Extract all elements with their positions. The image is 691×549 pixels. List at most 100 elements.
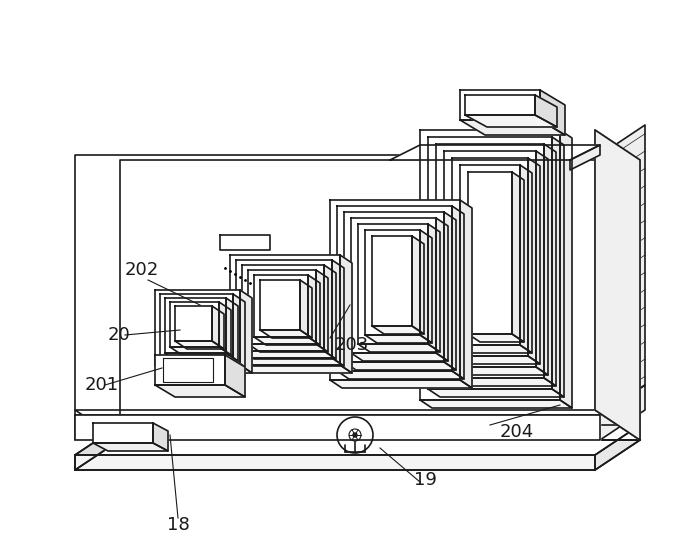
Polygon shape [420,130,560,400]
Polygon shape [520,165,532,353]
Polygon shape [220,235,270,250]
Polygon shape [155,290,240,365]
Polygon shape [75,155,600,415]
Polygon shape [600,125,645,415]
Polygon shape [420,230,432,343]
Polygon shape [242,265,324,351]
Polygon shape [390,145,600,160]
Polygon shape [452,158,528,356]
Polygon shape [160,359,245,367]
Polygon shape [365,335,432,343]
Polygon shape [337,371,464,379]
Polygon shape [236,358,344,366]
Polygon shape [230,365,352,373]
Polygon shape [552,137,564,397]
Polygon shape [254,275,308,337]
Polygon shape [358,344,440,352]
Polygon shape [428,389,564,397]
Polygon shape [75,385,645,440]
Polygon shape [330,200,460,380]
Polygon shape [242,351,336,359]
Polygon shape [344,362,456,370]
Polygon shape [337,206,452,371]
Polygon shape [460,90,540,120]
Text: 201: 201 [85,376,119,394]
Polygon shape [260,330,312,338]
Polygon shape [233,294,245,367]
Polygon shape [165,298,226,353]
Polygon shape [254,337,320,345]
Polygon shape [75,410,640,440]
Polygon shape [595,130,640,440]
Polygon shape [436,378,556,386]
Polygon shape [420,400,572,408]
Polygon shape [372,326,424,334]
Polygon shape [240,290,252,373]
Polygon shape [300,280,312,338]
Polygon shape [460,200,472,388]
Polygon shape [75,415,600,440]
Polygon shape [428,224,440,352]
Polygon shape [444,151,536,367]
Polygon shape [248,270,316,344]
Polygon shape [452,206,464,379]
Polygon shape [536,151,548,375]
Polygon shape [468,334,524,342]
Polygon shape [175,306,212,341]
Polygon shape [358,224,428,344]
Polygon shape [93,423,153,443]
Polygon shape [225,355,245,397]
Polygon shape [155,355,225,385]
Text: 18: 18 [167,516,189,534]
Polygon shape [324,265,336,359]
Polygon shape [153,423,168,451]
Polygon shape [170,347,231,355]
Polygon shape [165,353,238,361]
Polygon shape [351,218,436,353]
Polygon shape [544,144,556,386]
Polygon shape [75,425,640,455]
Polygon shape [75,455,595,470]
Polygon shape [465,95,535,115]
Polygon shape [344,212,444,362]
Text: 20: 20 [108,326,131,344]
Polygon shape [155,365,252,373]
Polygon shape [365,230,420,335]
Polygon shape [560,130,572,408]
Polygon shape [175,341,224,349]
Polygon shape [540,90,565,135]
Polygon shape [163,358,213,382]
Polygon shape [444,367,548,375]
Polygon shape [236,260,332,358]
Polygon shape [436,144,544,378]
Circle shape [353,433,357,437]
Polygon shape [170,302,219,347]
Polygon shape [155,385,245,397]
Polygon shape [460,120,565,135]
Polygon shape [75,440,640,470]
Polygon shape [372,236,412,326]
Polygon shape [330,380,472,388]
Polygon shape [120,160,640,440]
Polygon shape [460,345,532,353]
Polygon shape [260,280,300,330]
Polygon shape [595,130,640,440]
Text: 202: 202 [125,261,159,279]
Polygon shape [465,115,557,127]
Text: 204: 204 [500,423,534,441]
Polygon shape [528,158,540,364]
Polygon shape [535,95,557,127]
Polygon shape [316,270,328,352]
Polygon shape [468,172,512,334]
Polygon shape [212,306,224,349]
Polygon shape [428,137,552,389]
Polygon shape [340,255,352,373]
Polygon shape [452,356,540,364]
Polygon shape [512,172,524,342]
Polygon shape [160,294,233,359]
Polygon shape [460,165,520,345]
Text: 19: 19 [413,471,437,489]
Text: 203: 203 [335,336,369,354]
Polygon shape [351,353,448,361]
Polygon shape [226,298,238,361]
